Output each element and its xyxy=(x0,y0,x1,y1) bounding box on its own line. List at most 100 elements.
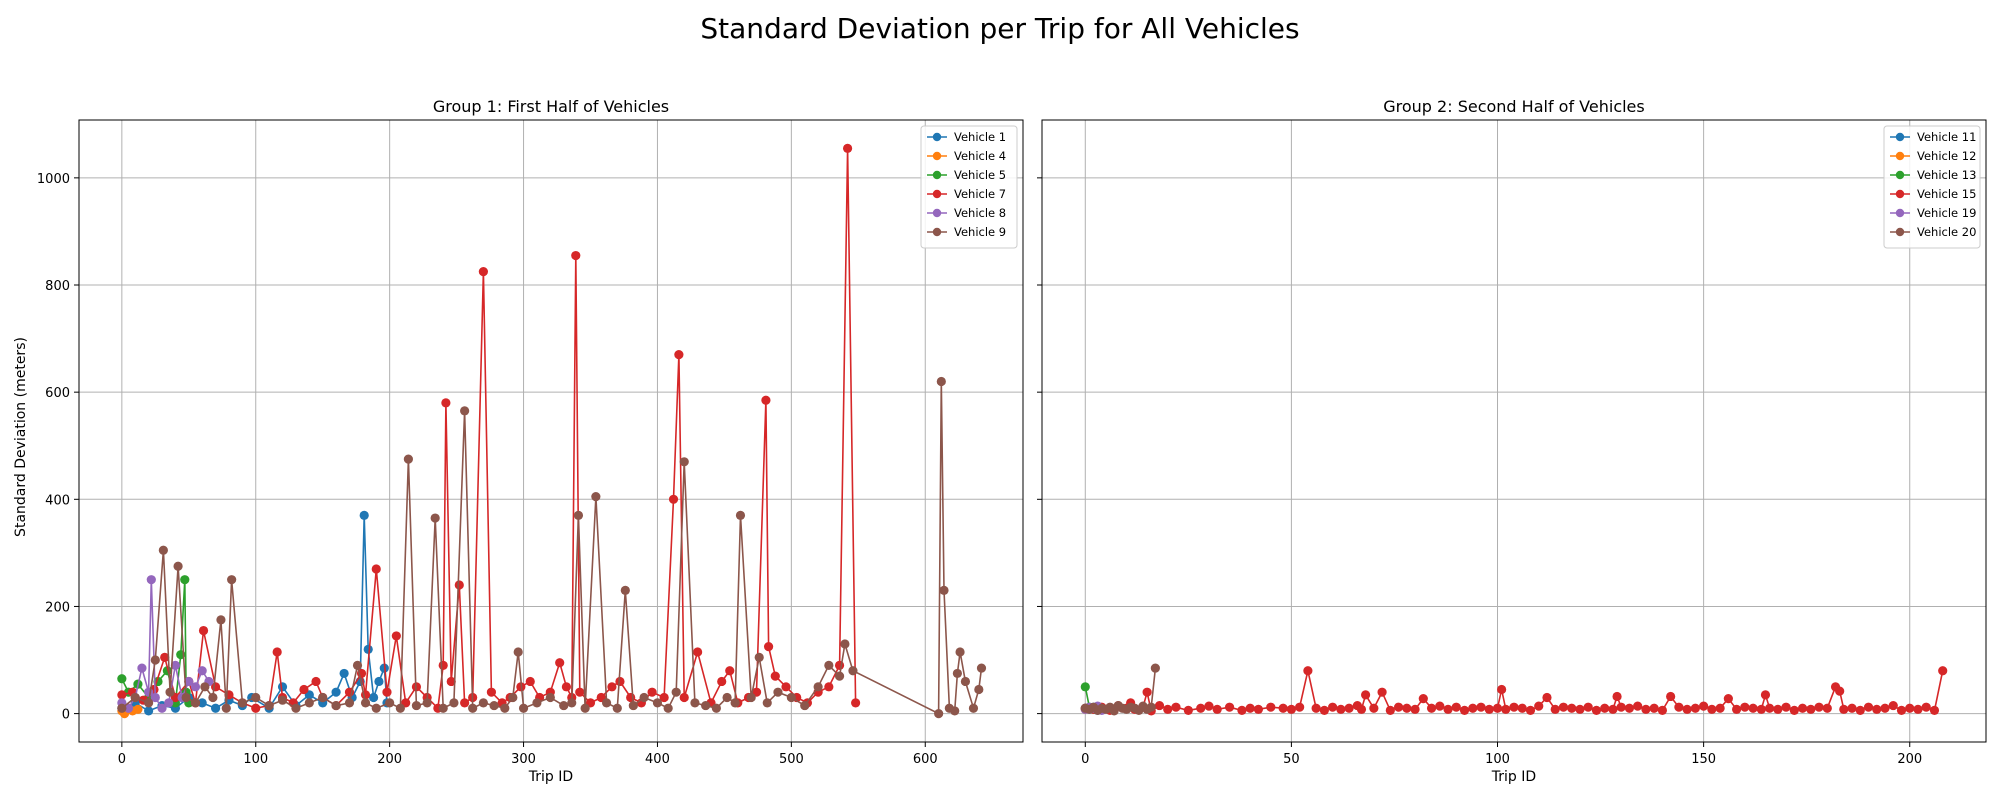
data-point xyxy=(449,698,459,708)
data-point xyxy=(851,698,861,708)
data-point xyxy=(251,692,261,703)
data-point xyxy=(834,671,845,681)
data-point xyxy=(1253,704,1264,714)
data-point xyxy=(460,698,470,708)
data-point xyxy=(1369,703,1379,713)
legend-marker xyxy=(1895,208,1905,218)
data-point xyxy=(668,494,679,504)
data-point xyxy=(674,350,684,360)
legend: Vehicle 11 Vehicle 12 Vehicle 13 Vehicle 15… xyxy=(1883,125,1981,249)
x-tick-label: 300 xyxy=(511,752,536,767)
data-point xyxy=(1707,704,1717,714)
data-point xyxy=(382,687,392,697)
data-point xyxy=(580,703,590,713)
data-point xyxy=(559,700,569,711)
data-point xyxy=(1789,705,1799,715)
data-point xyxy=(1497,684,1507,695)
data-point xyxy=(1525,705,1536,715)
data-point xyxy=(1847,703,1857,713)
data-point xyxy=(1426,703,1437,713)
data-point xyxy=(968,703,979,713)
data-point xyxy=(157,703,167,713)
data-point xyxy=(1624,703,1635,713)
data-point xyxy=(1484,704,1494,714)
data-point xyxy=(438,703,448,713)
panel-title: Group 1: First Half of Vehicles xyxy=(433,97,669,116)
legend-label: Vehicle 20 xyxy=(1917,225,1976,239)
data-point xyxy=(525,676,535,687)
legend-label: Vehicle 7 xyxy=(954,187,1006,201)
data-point xyxy=(976,663,987,673)
data-point xyxy=(1295,702,1305,712)
data-point xyxy=(1550,704,1560,714)
y-tick-label: 1000 xyxy=(37,172,70,187)
data-point xyxy=(939,585,949,595)
data-point xyxy=(165,687,175,697)
data-point xyxy=(693,647,703,657)
data-point xyxy=(513,647,523,657)
series-line xyxy=(121,381,983,715)
data-point xyxy=(717,676,727,687)
data-point xyxy=(1913,704,1923,714)
data-point xyxy=(1814,702,1824,712)
data-point xyxy=(620,585,630,595)
data-point xyxy=(1509,702,1519,712)
data-point xyxy=(746,692,756,703)
data-point xyxy=(117,674,127,684)
x-axis-label: Trip ID xyxy=(528,769,573,785)
data-point xyxy=(1080,682,1090,692)
data-point xyxy=(1835,686,1845,696)
legend-marker xyxy=(932,170,942,180)
data-point xyxy=(575,687,585,697)
legend-label: Vehicle 15 xyxy=(1917,187,1976,201)
legend-label: Vehicle 9 xyxy=(954,225,1006,239)
legend-marker xyxy=(932,227,942,237)
data-point xyxy=(1360,690,1371,700)
data-point xyxy=(150,655,160,665)
data-point xyxy=(468,703,478,713)
data-point xyxy=(1732,704,1742,714)
data-point xyxy=(216,615,226,625)
data-point xyxy=(1591,705,1602,715)
data-point xyxy=(438,660,448,670)
data-point xyxy=(1797,703,1808,713)
data-point xyxy=(441,398,451,408)
data-point xyxy=(800,700,810,711)
data-point xyxy=(679,692,689,703)
data-point xyxy=(1154,700,1165,711)
data-point xyxy=(190,698,201,708)
legend-marker xyxy=(932,151,942,161)
data-point xyxy=(1385,705,1395,715)
data-point xyxy=(352,660,363,670)
data-point xyxy=(368,692,379,703)
data-point xyxy=(573,510,584,520)
data-point xyxy=(1781,702,1791,712)
data-point xyxy=(1938,666,1948,676)
data-point xyxy=(237,698,247,708)
data-point xyxy=(974,684,984,695)
data-point xyxy=(318,692,328,703)
data-point xyxy=(1558,702,1569,712)
data-point xyxy=(628,700,638,711)
data-point xyxy=(711,703,721,713)
data-point xyxy=(1356,704,1367,714)
data-point xyxy=(1393,702,1404,712)
data-point xyxy=(842,143,853,153)
x-axis-label: Trip ID xyxy=(1491,769,1536,785)
legend-label: Vehicle 11 xyxy=(1917,130,1976,144)
data-point xyxy=(834,660,845,670)
data-point xyxy=(763,642,774,652)
data-point xyxy=(1476,702,1486,712)
data-point xyxy=(1150,663,1160,673)
data-point xyxy=(158,545,168,555)
data-point xyxy=(422,698,432,708)
data-point xyxy=(1163,704,1173,714)
data-point xyxy=(1501,704,1511,714)
axes-frame xyxy=(78,119,1024,743)
legend-marker xyxy=(932,208,942,218)
x-tick-label: 100 xyxy=(1485,752,1510,767)
legend-label: Vehicle 12 xyxy=(1917,149,1976,163)
data-point xyxy=(1929,705,1940,715)
data-point xyxy=(955,647,965,657)
legend-label: Vehicle 13 xyxy=(1917,168,1976,182)
